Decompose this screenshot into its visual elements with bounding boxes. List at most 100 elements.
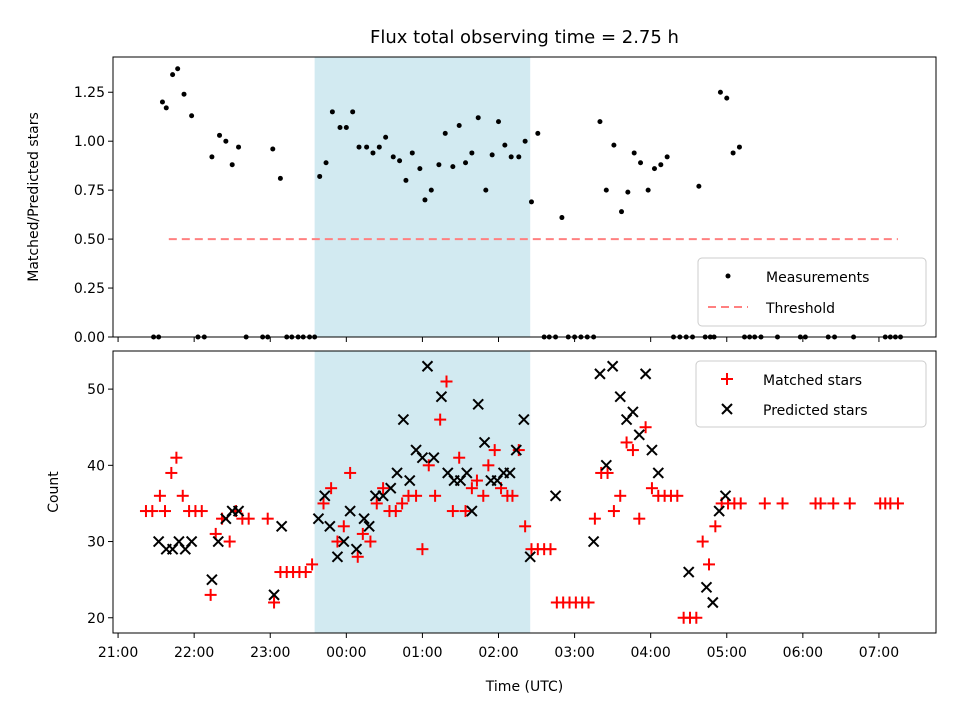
measurement-point xyxy=(696,183,702,189)
bottom-x-ticks: 21:00 22:00 23:00 00:00 01:00 02:00 03:00 04:00… xyxy=(98,633,899,661)
predicted-star-point xyxy=(614,391,626,403)
measurement-point xyxy=(651,166,657,172)
measurement-point xyxy=(724,95,730,101)
predicted-star-point xyxy=(312,512,325,525)
matched-star-point xyxy=(429,489,442,502)
predicted-star-point xyxy=(646,444,658,456)
measurement-point xyxy=(370,150,376,156)
measurement-point xyxy=(317,173,323,179)
matched-star-point xyxy=(607,505,620,518)
predicted-star-point xyxy=(331,551,344,563)
bottom-x-tick-label: 21:00 xyxy=(98,645,138,661)
matched-star-point xyxy=(165,466,178,479)
measurement-point xyxy=(496,119,502,125)
measurement-point xyxy=(736,144,742,150)
matched-star-point xyxy=(422,459,435,472)
measurement-point xyxy=(181,91,187,97)
top-x-ticks xyxy=(117,337,880,342)
predicted-star-point xyxy=(350,543,363,555)
predicted-star-point xyxy=(391,467,403,479)
bottom-x-tick-label: 05:00 xyxy=(707,645,747,661)
measurement-point xyxy=(337,124,343,130)
top-y-axis-label: Matched/Predicted stars xyxy=(26,112,42,282)
predicted-star-point xyxy=(435,391,448,403)
top-y-tick-label: 1.25 xyxy=(74,85,105,101)
measurement-point xyxy=(463,160,469,166)
bottom-x-tick-label: 06:00 xyxy=(783,645,823,661)
top-y-tick-label: 0.00 xyxy=(74,330,105,346)
predicted-star-point xyxy=(319,490,331,502)
matched-star-point xyxy=(396,497,409,510)
bottom-x-tick-label: 00:00 xyxy=(326,645,366,661)
bottom-x-tick-label: 01:00 xyxy=(402,645,442,661)
predicted-star-point xyxy=(606,360,619,372)
matched-star-point xyxy=(709,520,722,533)
predicted-star-point xyxy=(633,429,645,441)
matched-star-point xyxy=(364,535,377,548)
measurement-point xyxy=(229,162,235,168)
predicted-star-point xyxy=(466,505,478,517)
matched-star-point xyxy=(671,489,684,502)
bottom-x-tick-label: 07:00 xyxy=(859,645,899,661)
matched-star-point xyxy=(645,482,658,495)
legend-predicted-marker xyxy=(721,403,733,415)
measurement-point xyxy=(603,187,609,193)
matched-star-point xyxy=(317,497,330,510)
measurement-point xyxy=(502,142,508,148)
measurement-point xyxy=(223,138,229,144)
predicted-star-point xyxy=(504,467,516,479)
matched-stars-points xyxy=(139,375,904,624)
legend-matched-label: Matched stars xyxy=(763,373,862,389)
measurement-point xyxy=(403,177,409,183)
measurement-point xyxy=(350,109,356,115)
top-legend: Measurements Threshold xyxy=(697,257,927,327)
predicted-star-point xyxy=(324,520,336,533)
matched-star-point xyxy=(544,543,557,556)
legend-predicted-label: Predicted stars xyxy=(763,403,868,419)
measurement-point xyxy=(638,160,644,166)
matched-star-point xyxy=(582,596,595,609)
measurement-point xyxy=(535,130,541,136)
matched-star-point xyxy=(477,489,490,502)
top-axes-frame xyxy=(112,56,937,338)
predicted-star-point xyxy=(652,467,664,479)
measurement-point xyxy=(209,154,215,160)
matched-star-point xyxy=(512,444,525,457)
measurement-point xyxy=(329,109,335,115)
matched-star-point xyxy=(588,512,601,525)
predicted-star-point xyxy=(185,535,198,548)
measurement-point xyxy=(422,197,428,203)
predicted-star-point xyxy=(416,451,429,464)
measurement-point xyxy=(631,150,637,156)
bottom-y-tick-label: 20 xyxy=(87,611,105,627)
measurement-point xyxy=(450,164,456,170)
matched-star-point xyxy=(377,482,390,495)
predicted-star-point xyxy=(707,596,719,609)
matched-star-point xyxy=(325,482,338,495)
measurement-point xyxy=(343,124,349,130)
matched-star-point xyxy=(459,505,472,518)
matched-star-point xyxy=(299,566,312,579)
matched-star-point xyxy=(153,489,166,502)
predicted-star-point xyxy=(639,368,652,380)
measurement-point xyxy=(508,154,514,160)
bottom-y-tick-label: 50 xyxy=(87,382,105,398)
matched-star-point xyxy=(146,505,159,518)
bottom-legend: Matched stars Predicted stars xyxy=(695,360,927,428)
bottom-x-tick-label: 03:00 xyxy=(554,645,594,661)
measurement-point xyxy=(475,115,481,121)
matched-star-point xyxy=(204,588,217,601)
measurement-point xyxy=(597,119,603,125)
predicted-star-point xyxy=(600,459,612,472)
matched-star-point xyxy=(268,596,281,609)
measurement-point xyxy=(376,144,382,150)
legend-threshold-label: Threshold xyxy=(765,301,835,317)
predicted-star-point xyxy=(472,398,484,411)
measurement-point xyxy=(390,154,396,160)
predicted-star-point xyxy=(510,444,522,456)
predicted-star-point xyxy=(524,551,536,563)
matched-star-point xyxy=(633,512,646,525)
matched-star-point xyxy=(242,512,255,525)
measurement-point xyxy=(409,150,415,156)
